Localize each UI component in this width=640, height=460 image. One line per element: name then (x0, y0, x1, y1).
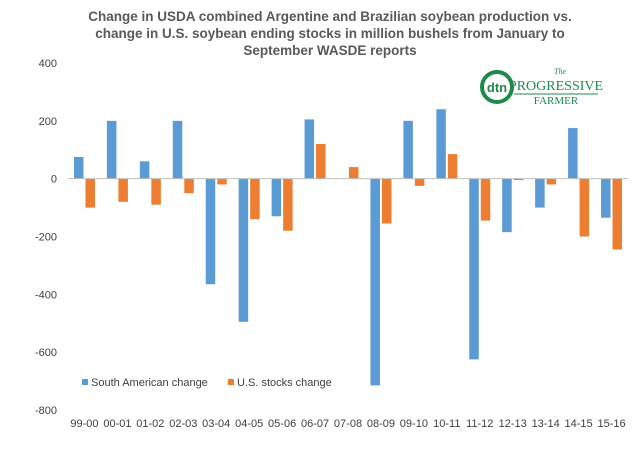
x-tick-label: 02-03 (169, 418, 197, 430)
x-tick-label: 04-05 (235, 418, 263, 430)
bar-us-stocks-05-06 (283, 178, 293, 231)
bar-us-stocks-99-00 (85, 178, 95, 208)
logo-ring (480, 70, 514, 104)
bar-south-american-09-10 (403, 120, 413, 179)
legend-south-american-label: South American change (91, 377, 208, 389)
bar-us-stocks-03-04 (217, 178, 227, 185)
logo-line-2: PROGRESSIVE (509, 79, 603, 94)
bar-us-stocks-06-07 (316, 143, 326, 179)
chart-title-line-2: change in U.S. soybean ending stocks in … (95, 26, 565, 41)
bar-south-american-05-06 (271, 178, 282, 217)
bar-us-stocks-09-10 (414, 178, 425, 186)
bar-south-american-14-15 (568, 128, 578, 179)
x-tick-label: 05-06 (268, 418, 296, 430)
bar-us-stocks-11-12 (480, 178, 491, 221)
x-tick-label: 14-15 (565, 418, 593, 430)
x-tick-label: 99-00 (70, 418, 98, 430)
bar-south-american-15-16 (601, 178, 611, 218)
bar-south-american-06-07 (304, 119, 315, 179)
bar-us-stocks-14-15 (579, 178, 590, 237)
chart-title-line-1: Change in USDA combined Argentine and Br… (88, 9, 572, 24)
axis-group: 99-00 00-01 01-02 02-03 03-04 04-05 05-06 06-07… (35, 58, 628, 430)
bar-us-stocks-15-16 (612, 178, 623, 250)
bar-south-american-00-01 (106, 120, 117, 179)
bar-south-american-08-09 (370, 178, 380, 386)
bar-south-american-10-11 (436, 109, 446, 179)
y-tick-label: 200 (39, 116, 57, 128)
x-tick-label: 12-13 (499, 418, 527, 430)
x-tick-label: 07-08 (334, 418, 362, 430)
bar-south-american-02-03 (172, 120, 183, 179)
legend-us-stocks-swatch (228, 379, 234, 385)
y-tick-label: 400 (39, 58, 57, 70)
bar-south-american-11-12 (469, 178, 479, 360)
y-tick-label: 0 (51, 174, 57, 186)
bar-south-american-04-05 (238, 178, 249, 322)
bar-south-american-13-14 (535, 178, 545, 208)
x-tick-label: 01-02 (136, 418, 164, 430)
bar-us-stocks-12-13 (513, 178, 524, 181)
x-tick-label: 06-07 (301, 418, 329, 430)
bar-us-stocks-01-02 (151, 178, 161, 205)
logo-line-3: FARMER (534, 95, 579, 107)
y-tick-label: -200 (35, 232, 57, 244)
legend: South American change U.S. stocks change (82, 377, 332, 389)
bar-us-stocks-10-11 (447, 154, 458, 179)
chart-title: Change in USDA combined Argentine and Br… (40, 8, 620, 59)
bar-us-stocks-00-01 (118, 178, 128, 202)
bar-us-stocks-13-14 (546, 178, 557, 185)
y-tick-label: -600 (35, 347, 57, 359)
x-tick-label: 11-12 (466, 418, 493, 430)
chart-title-line-3: September WASDE reports (243, 43, 417, 58)
x-tick-label: 15-16 (597, 418, 625, 430)
bar-us-stocks-02-03 (184, 178, 194, 194)
x-tick-label: 13-14 (532, 418, 560, 430)
logo-badge-text: dtn (487, 80, 507, 95)
x-tick-label: 09-10 (400, 418, 428, 430)
legend-us-stocks-label: U.S. stocks change (237, 377, 332, 389)
bar-south-american-12-13 (502, 178, 512, 233)
x-tick-label: 08-09 (367, 418, 395, 430)
logo: dtn The PROGRESSIVE FARMER (480, 67, 603, 107)
bar-us-stocks-07-08 (349, 167, 359, 179)
x-tick-label: 03-04 (202, 418, 230, 430)
x-tick-label: 00-01 (103, 418, 131, 430)
bar-south-american-01-02 (139, 161, 150, 179)
logo-line-1: The (554, 67, 566, 76)
legend-south-american-swatch (82, 379, 88, 385)
bar-us-stocks-08-09 (381, 178, 392, 224)
bar-south-american-03-04 (205, 178, 216, 285)
x-tick-label: 10-11 (433, 418, 460, 430)
bars-group (73, 109, 623, 386)
y-tick-label: -800 (35, 405, 57, 417)
bar-south-american-99-00 (73, 156, 84, 179)
bar-us-stocks-04-05 (250, 178, 260, 220)
y-tick-label: -400 (35, 289, 57, 301)
